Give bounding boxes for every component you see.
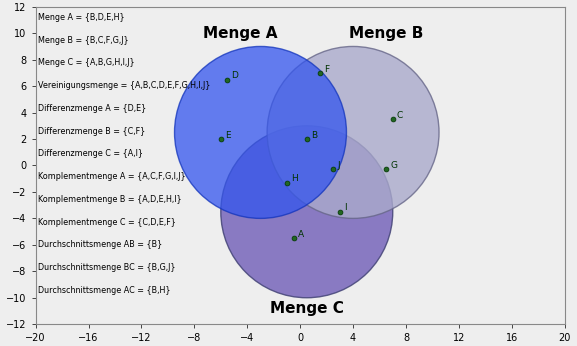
Text: A: A — [298, 230, 304, 239]
Text: Durchschnittsmenge BC = {B,G,J}: Durchschnittsmenge BC = {B,G,J} — [38, 263, 176, 272]
Text: Differenzmenge A = {D,E}: Differenzmenge A = {D,E} — [38, 104, 147, 113]
Text: Differenzmenge B = {C,F}: Differenzmenge B = {C,F} — [38, 127, 145, 136]
Text: B: B — [311, 131, 317, 140]
Text: Durchschnittsmenge AB = {B}: Durchschnittsmenge AB = {B} — [38, 240, 163, 249]
Text: Komplementmenge B = {A,D,E,H,I}: Komplementmenge B = {A,D,E,H,I} — [38, 195, 182, 204]
Text: H: H — [291, 174, 298, 183]
Text: Menge A: Menge A — [204, 26, 278, 41]
Text: Menge B: Menge B — [349, 26, 424, 41]
Text: Menge C: Menge C — [270, 301, 344, 316]
Ellipse shape — [174, 46, 346, 218]
Ellipse shape — [221, 126, 393, 298]
Text: F: F — [324, 64, 329, 73]
Text: Komplementmenge A = {A,C,F,G,I,J}: Komplementmenge A = {A,C,F,G,I,J} — [38, 172, 186, 181]
Text: Durchschnittsmenge AC = {B,H}: Durchschnittsmenge AC = {B,H} — [38, 286, 171, 295]
Text: Komplementmenge C = {C,D,E,F}: Komplementmenge C = {C,D,E,F} — [38, 218, 176, 227]
Text: E: E — [225, 131, 231, 140]
Ellipse shape — [267, 46, 439, 218]
Text: Vereinigungsmenge = {A,B,C,D,E,F,G,H,I,J}: Vereinigungsmenge = {A,B,C,D,E,F,G,H,I,J… — [38, 81, 211, 90]
Text: J: J — [338, 161, 340, 170]
Text: Menge A = {B,D,E,H}: Menge A = {B,D,E,H} — [38, 13, 125, 22]
Text: C: C — [397, 111, 403, 120]
Text: Differenzmenge C = {A,I}: Differenzmenge C = {A,I} — [38, 149, 143, 158]
Text: G: G — [390, 161, 398, 170]
Text: Menge B = {B,C,F,G,J}: Menge B = {B,C,F,G,J} — [38, 36, 129, 45]
Text: I: I — [344, 203, 347, 212]
Text: D: D — [231, 71, 238, 80]
Text: Menge C = {A,B,G,H,I,J}: Menge C = {A,B,G,H,I,J} — [38, 58, 135, 67]
